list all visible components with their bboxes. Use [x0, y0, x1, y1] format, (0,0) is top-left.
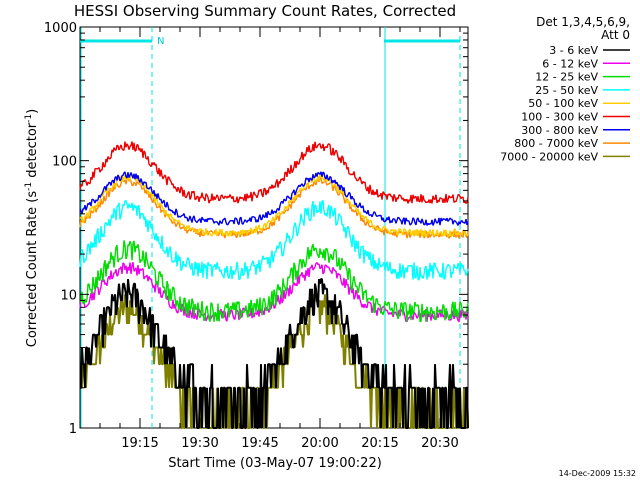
legend-label: 25 - 50 keV: [535, 84, 598, 97]
legend-label: 12 - 25 keV: [535, 71, 598, 84]
y-tick-label: 1: [69, 422, 77, 437]
timestamp: 14-Dec-2009 15:32: [559, 469, 636, 478]
legend-label: 300 - 800 keV: [521, 124, 598, 137]
legend-label: 3 - 6 keV: [549, 44, 598, 57]
series-line: [79, 199, 469, 281]
plot-frame: [79, 26, 469, 429]
x-tick-label: 19:45: [241, 436, 278, 451]
series-line: [79, 141, 469, 204]
series-line: [80, 278, 469, 429]
x-tick-label: 20:30: [421, 436, 458, 451]
x-tick-label: 19:30: [181, 436, 218, 451]
x-tick-label: 19:15: [121, 436, 158, 451]
y-tick-label: 100: [52, 155, 77, 170]
legend-label: 100 - 300 keV: [521, 111, 598, 124]
legend-title: Det 1,3,4,5,6,9,: [536, 15, 630, 29]
y-tick-label: 10: [60, 288, 77, 303]
x-tick-label: 20:00: [301, 436, 338, 451]
plot-area: 1 10 100 1000 19:15 19:30 19:45 20:00 20:15 20:30…: [44, 21, 469, 451]
legend-label: 50 - 100 keV: [528, 97, 598, 110]
series-layer: [79, 141, 469, 429]
series-line: [79, 173, 469, 238]
legend-label: 6 - 12 keV: [542, 57, 598, 70]
legend-subtitle: Att 0: [601, 28, 630, 42]
series-line: [79, 171, 469, 226]
y-tick-label: 1000: [44, 21, 77, 36]
chart-title: HESSI Observing Summary Count Rates, Cor…: [74, 2, 456, 20]
x-axis-label: Start Time (03-May-07 19:00:22): [168, 456, 382, 471]
x-tick-label: 20:15: [361, 436, 398, 451]
legend-label: 7000 - 20000 keV: [500, 150, 598, 163]
night-flag-label: N: [157, 36, 164, 47]
y-axis-label: Corrected Count Rate (s-1 detector-1): [24, 109, 40, 347]
series-line: [79, 240, 469, 323]
axis-ticks: 1 10 100 1000 19:15 19:30 19:45 20:00 20:15 20:30: [44, 21, 468, 451]
legend-label: 800 - 7000 keV: [514, 137, 598, 150]
